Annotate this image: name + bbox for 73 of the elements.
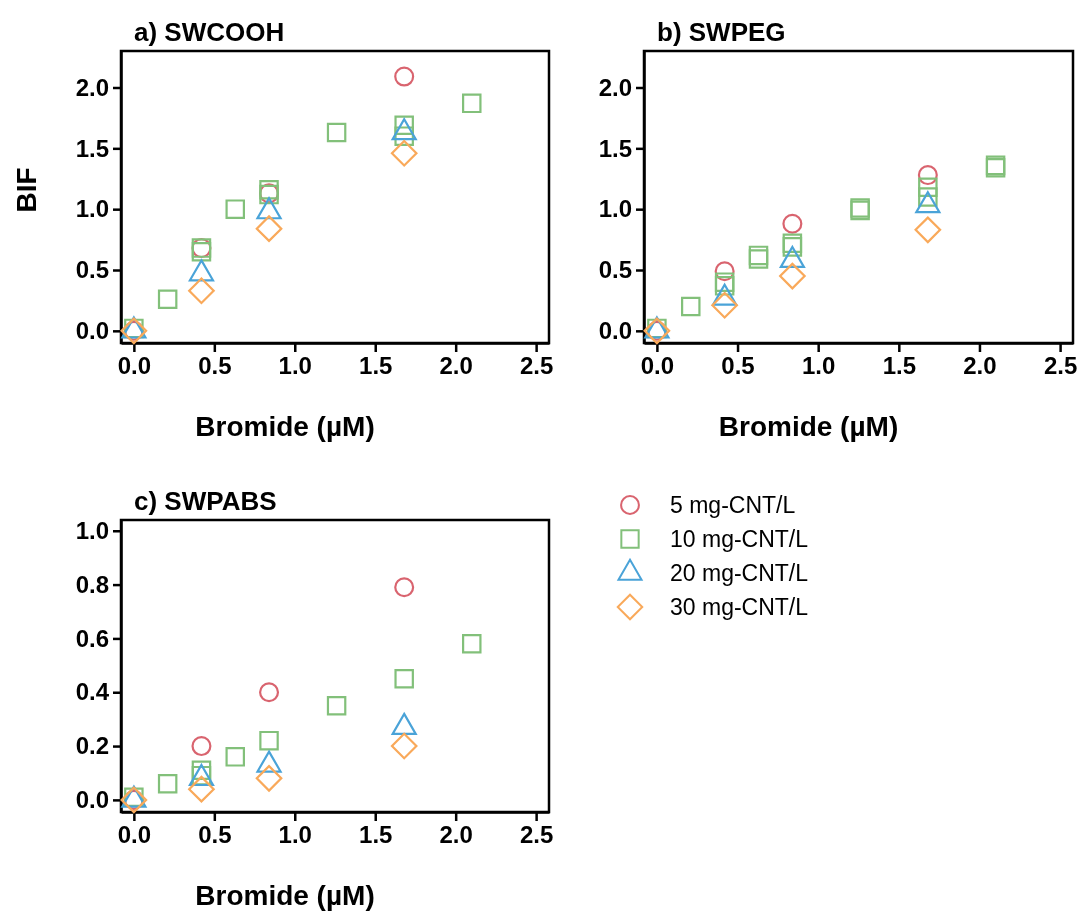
x-tick-label: 0.5 — [198, 821, 232, 849]
point — [782, 213, 803, 234]
x-tick-label: 0.0 — [117, 352, 152, 380]
y-tick-label: 0.0 — [75, 786, 109, 814]
point — [255, 215, 283, 242]
x-tick-label: 1.5 — [882, 352, 917, 380]
y-tick-label: 0.0 — [75, 317, 109, 345]
y-tick-label: 0.0 — [598, 317, 632, 345]
y-tick-label: 0.6 — [75, 624, 109, 652]
x-tick-label: 1.0 — [801, 352, 836, 380]
y-tick-label: 1.0 — [598, 195, 632, 223]
point — [259, 730, 279, 751]
point — [711, 291, 738, 319]
point — [394, 577, 415, 598]
point — [157, 289, 178, 309]
y-tick-label: 0.2 — [75, 732, 109, 760]
y-tick-label: 0.8 — [75, 570, 109, 598]
point — [326, 122, 347, 143]
point — [779, 262, 806, 290]
point — [191, 736, 212, 757]
point — [394, 669, 414, 689]
x-tick-label: 0.5 — [198, 352, 232, 380]
x-tick-label: 1.0 — [278, 821, 312, 849]
x-axis-title: Bromide (µM) — [195, 411, 375, 442]
y-tick-label: 1.0 — [75, 516, 109, 544]
legend-label: 5 mg-CNT/L — [670, 492, 796, 518]
y-tick-label: 0.5 — [75, 256, 109, 284]
chart-title: b) SWPEG — [657, 17, 786, 47]
point — [462, 634, 482, 654]
x-tick-label: 0.5 — [721, 352, 755, 380]
legend-label: 10 mg-CNT/L — [670, 526, 809, 552]
chart-title: c) SWPABS — [134, 486, 277, 516]
x-tick-label: 2.0 — [963, 352, 997, 380]
point — [390, 732, 418, 760]
point — [259, 682, 280, 703]
y-tick-label: 1.0 — [75, 195, 109, 223]
x-tick-label: 1.0 — [278, 352, 312, 380]
y-tick-label: 2.0 — [75, 73, 109, 101]
y-tick-label: 1.5 — [75, 134, 109, 162]
x-tick-label: 1.5 — [359, 352, 393, 380]
point — [681, 296, 701, 317]
point — [225, 199, 245, 219]
x-tick-label: 2.0 — [439, 352, 473, 380]
legend-label: 30 mg-CNT/L — [670, 594, 809, 620]
point — [918, 177, 938, 198]
x-axis-title: Bromide (µM) — [195, 880, 375, 911]
y-tick-label: 2.0 — [598, 73, 632, 101]
y-tick-label: 1.5 — [598, 134, 632, 162]
point — [225, 747, 245, 767]
chart-title: a) SWCOOH — [134, 17, 285, 47]
point — [714, 261, 735, 282]
x-tick-label: 2.0 — [439, 821, 473, 849]
x-tick-label: 2.5 — [519, 352, 554, 380]
point — [917, 165, 938, 186]
x-tick-label: 2.5 — [1043, 352, 1078, 380]
point — [914, 216, 942, 244]
y-axis-title: BIF — [11, 167, 42, 213]
x-tick-label: 0.0 — [640, 352, 675, 380]
point — [394, 66, 415, 87]
x-tick-label: 0.0 — [117, 821, 152, 849]
legend-label: 20 mg-CNT/L — [670, 560, 809, 586]
y-tick-label: 0.5 — [598, 256, 632, 284]
x-axis-title: Bromide (µM) — [718, 411, 899, 442]
point — [188, 277, 215, 305]
x-tick-label: 2.5 — [519, 821, 554, 849]
y-tick-label: 0.4 — [75, 678, 110, 706]
point — [326, 695, 347, 716]
point — [188, 775, 215, 803]
point — [255, 765, 283, 792]
point — [462, 93, 482, 114]
x-tick-label: 1.5 — [359, 821, 393, 849]
point — [390, 139, 418, 167]
point — [157, 773, 178, 794]
